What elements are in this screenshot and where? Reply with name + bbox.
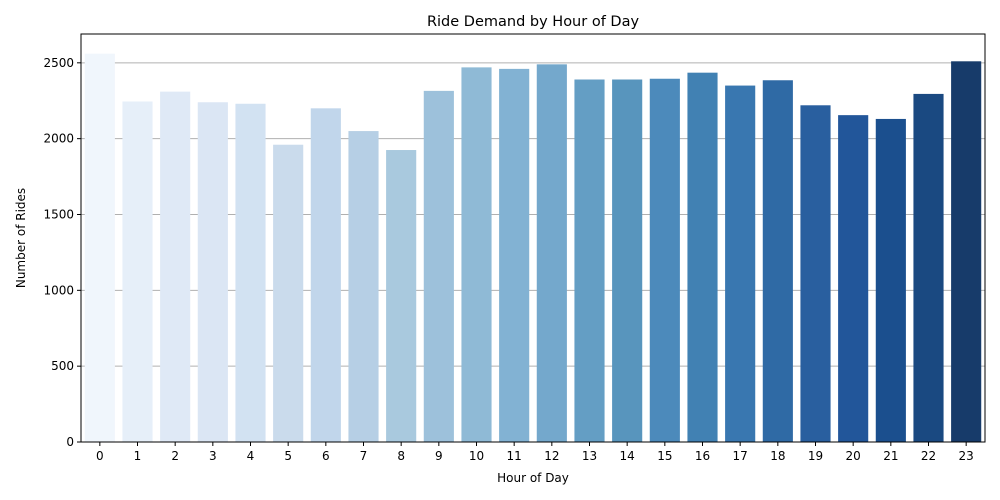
y-tick-label: 1000	[43, 283, 74, 297]
x-tick-label: 14	[620, 449, 635, 463]
x-tick-label: 1	[134, 449, 142, 463]
x-tick-label: 12	[544, 449, 559, 463]
y-tick-label: 1500	[43, 207, 74, 221]
bar-hour-6	[310, 108, 341, 442]
bar-hour-5	[273, 144, 304, 442]
bar-hour-3	[197, 102, 228, 443]
x-tick-label: 13	[582, 449, 597, 463]
x-tick-label: 10	[469, 449, 484, 463]
bar-hour-23	[951, 61, 982, 442]
bar-hour-21	[875, 118, 906, 443]
bar-hour-1	[122, 101, 153, 443]
x-tick-label: 17	[733, 449, 748, 463]
bar-hour-0	[84, 53, 115, 443]
bar-hour-22	[913, 93, 944, 443]
bar-hour-19	[800, 105, 831, 442]
plot-frame	[80, 33, 986, 443]
bar-hour-10	[461, 67, 492, 442]
bar-hour-8	[386, 150, 417, 443]
bars-group	[84, 53, 982, 443]
chart-title: Ride Demand by Hour of Day	[427, 14, 640, 30]
bar-hour-20	[838, 115, 869, 442]
bar-hour-15	[649, 78, 680, 442]
x-tick-label: 20	[846, 449, 861, 463]
y-tick-label: 0	[66, 435, 74, 449]
bar-hour-12	[536, 64, 567, 443]
y-tick-label: 500	[51, 359, 74, 373]
x-tick-label: 11	[507, 449, 522, 463]
x-tick-label: 18	[770, 449, 785, 463]
gridlines	[81, 62, 985, 367]
x-tick-label: 0	[96, 449, 104, 463]
x-tick-label: 23	[959, 449, 974, 463]
bar-hour-7	[348, 131, 379, 443]
x-tick-label: 9	[435, 449, 443, 463]
bar-hour-17	[725, 85, 756, 442]
x-tick-label: 15	[657, 449, 672, 463]
bar-hour-9	[423, 90, 454, 443]
x-tick-label: 3	[209, 449, 217, 463]
bar-hour-14	[612, 79, 643, 442]
bar-hour-13	[574, 79, 605, 442]
x-axis-label: Hour of Day	[497, 471, 569, 485]
x-tick-label: 19	[808, 449, 823, 463]
x-tick-label: 4	[247, 449, 255, 463]
y-tick-label: 2500	[43, 56, 74, 70]
x-tick-label: 8	[397, 449, 405, 463]
x-tick-label: 16	[695, 449, 710, 463]
x-tick-label: 6	[322, 449, 330, 463]
x-tick-label: 7	[360, 449, 368, 463]
x-tick-label: 22	[921, 449, 936, 463]
x-tick-label: 2	[171, 449, 179, 463]
bar-hour-11	[499, 68, 530, 442]
bar-hour-4	[235, 103, 266, 442]
bar-hour-2	[160, 91, 191, 443]
bar-hour-16	[687, 72, 718, 443]
x-tick-label: 5	[284, 449, 292, 463]
bar-hour-18	[762, 80, 793, 442]
y-axis: 0 500 1000 1500 2000 2500	[43, 56, 81, 449]
y-axis-label: Number of Rides	[14, 188, 28, 288]
x-tick-label: 21	[883, 449, 898, 463]
x-axis: 0 1 2 3 4 5 6 7 8 9 10 11 12 13 14 15 16 17 18 19 20 21 22 23	[96, 442, 974, 463]
y-tick-label: 2000	[43, 132, 74, 146]
